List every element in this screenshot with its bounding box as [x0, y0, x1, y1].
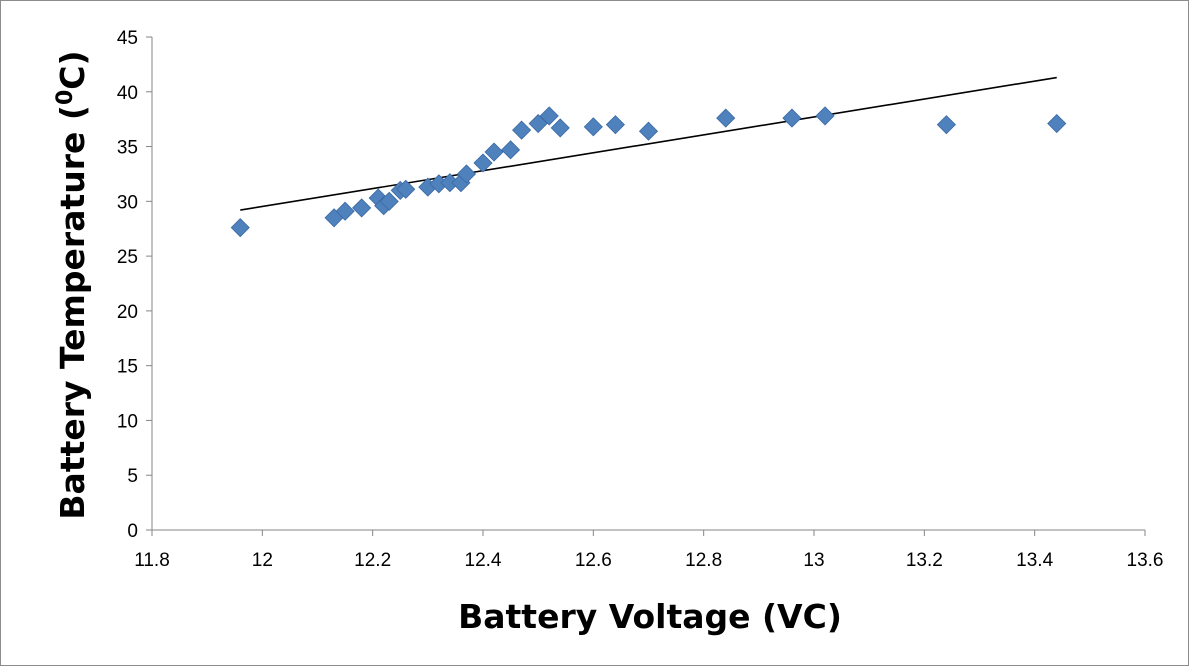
- x-axis-title: Battery Voltage (VC): [458, 597, 842, 636]
- y-axis-title-prefix: Battery Temperature (: [53, 105, 92, 520]
- y-tick-label: 45: [117, 28, 138, 49]
- y-tick-label: 30: [117, 192, 138, 213]
- trendline: [240, 76, 1057, 211]
- y-axis-title-suffix: C): [53, 50, 92, 89]
- y-tick-label: 10: [117, 411, 138, 432]
- x-tick-label: 12.4: [465, 550, 502, 571]
- y-tick-label: 35: [117, 138, 138, 159]
- data-point: [501, 140, 521, 160]
- x-tick-label: 13.2: [906, 550, 943, 571]
- data-point: [539, 106, 559, 126]
- x-tick-label: 13.4: [1016, 550, 1053, 571]
- y-tick-label: 25: [117, 247, 138, 268]
- data-point: [936, 115, 956, 135]
- x-tick-label: 13.6: [1127, 550, 1164, 571]
- x-tick-label: 13: [803, 550, 824, 571]
- tick-labels: 11.8 12 12.2 12.4 12.6 12.8 13 13.2 13.4 13.6 0 5 10…: [117, 28, 1164, 571]
- data-point: [335, 201, 355, 221]
- axes: [146, 36, 1146, 536]
- data-point: [456, 164, 477, 184]
- x-tick-label: 11.8: [134, 550, 170, 571]
- x-tick-label: 12.2: [354, 550, 391, 571]
- x-tick-label: 12: [252, 550, 273, 571]
- data-point: [473, 153, 493, 173]
- y-tick-label: 20: [117, 302, 138, 323]
- data-point: [1047, 113, 1067, 134]
- data-point: [605, 115, 625, 135]
- data-point: [484, 142, 504, 162]
- x-tick-label: 12.6: [575, 550, 612, 571]
- data-point: [379, 191, 399, 211]
- data-point: [716, 108, 736, 128]
- data-point: [352, 198, 372, 218]
- x-tick-label: 12.8: [685, 550, 722, 571]
- data-point: [396, 179, 416, 199]
- data-point: [550, 118, 570, 138]
- data-point: [512, 120, 532, 140]
- data-point: [230, 218, 250, 238]
- data-points: [230, 106, 1067, 238]
- y-axis-title-superscript: 0: [53, 90, 78, 105]
- data-point: [638, 121, 659, 141]
- y-tick-label: 5: [127, 466, 138, 487]
- y-tick-label: 15: [117, 357, 138, 378]
- data-point: [782, 108, 802, 128]
- data-point: [528, 113, 548, 134]
- y-tick-label: 40: [117, 83, 138, 104]
- y-axis-title: Battery Temperature (0C): [53, 50, 92, 519]
- data-point: [583, 117, 603, 137]
- data-point: [815, 106, 835, 126]
- y-tick-label: 0: [127, 521, 138, 542]
- trendline-segment: [240, 76, 1057, 211]
